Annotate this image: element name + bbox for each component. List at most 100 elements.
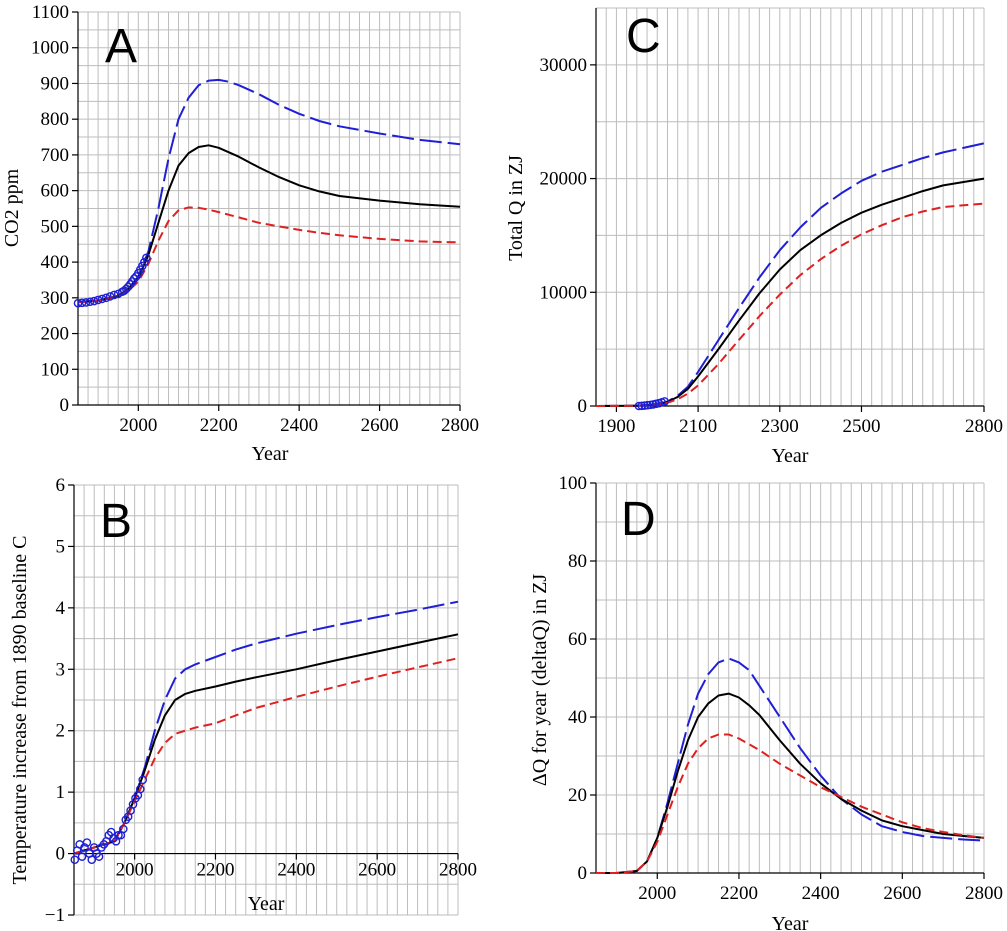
panel-c: 0 10000 20000 30000 1900 2100 2300 2500 2800 Year… [505,7,1003,467]
y-axis-label: Temperature increase from 1890 baseline … [9,535,31,884]
panel-letter: B [100,495,132,548]
data-point [85,297,95,307]
data-point [94,852,104,861]
y-tick-label: 40 [568,707,587,728]
x-tick-label: 2200 [720,883,758,904]
x-tick-label: 2200 [200,415,238,436]
series-central-line [73,633,459,855]
y-tick-label: 6 [56,475,66,496]
data-point [81,298,91,307]
x-tick-label: 2800 [965,416,1003,437]
series-low-line [73,657,459,855]
x-axis-label: Year [772,913,809,931]
data-point [93,295,103,305]
y-tick-label: 900 [41,73,70,94]
series-observed-markers [73,253,151,308]
y-tick-label: 20000 [540,169,588,190]
data-point [97,294,107,304]
series-low-line [596,733,985,874]
panel-b: −1 0 1 2 3 4 5 6 2000 2200 2400 2600 2800 Year Tempera… [9,475,477,926]
y-tick-label: 1 [56,782,66,803]
panel-letter: D [621,493,656,546]
y-tick-label: 5 [56,536,66,557]
data-point [138,775,148,785]
data-point [637,401,647,411]
y-tick-label: 4 [56,598,66,619]
x-axis-label: Year [252,443,289,465]
data-point [142,253,151,263]
data-point [109,290,119,300]
series-observed-markers [634,397,669,411]
data-point [77,298,87,308]
panel-d: 0 20 40 60 80 100 2000 2200 2400 2600 2800 Year ΔQ f… [529,473,1003,931]
data-point [660,397,669,406]
series-central-line [596,692,985,874]
data-point [105,292,115,301]
x-tick-label: 2400 [280,415,318,436]
x-tick-label: 2800 [439,860,477,881]
data-point [119,824,128,834]
y-tick-label: 500 [41,216,70,237]
x-tick-label: 2300 [761,416,799,437]
x-tick-label: 2600 [358,860,396,881]
y-tick-label: 0 [56,844,66,865]
y-tick-label: 60 [568,629,587,650]
panel-letter: A [105,20,137,73]
y-tick-label: 800 [41,109,70,130]
y-tick-label: 100 [559,473,588,494]
y-tick-label: 3 [56,659,66,680]
y-tick-label: 30000 [540,55,588,76]
y-tick-label: 80 [568,551,587,572]
y-tick-label: 200 [41,324,70,345]
y-axis-label: CO2 ppm [1,168,23,247]
data-point [77,852,87,861]
x-tick-label: 2400 [277,860,315,881]
data-point [135,784,145,794]
x-tick-label: 2600 [361,415,399,436]
data-point [129,274,139,283]
data-point [114,830,123,840]
y-tick-label: 0 [578,863,588,884]
data-point [140,257,149,267]
data-point [643,400,652,410]
y-tick-label: 0 [60,395,70,416]
x-tick-label: 2000 [116,860,154,881]
series-low-line [595,202,985,407]
y-tick-label: 100 [41,359,70,380]
series-observed-markers [70,775,148,865]
x-tick-label: 2400 [802,883,840,904]
y-tick-label: 2 [56,721,66,742]
y-tick-label: 1100 [32,2,69,23]
y-axis-label: ΔQ for year (deltaQ) in ZJ [529,574,551,786]
x-tick-label: 2800 [965,883,1003,904]
y-tick-label: 600 [41,181,70,202]
y-tick-label: 400 [41,252,70,273]
data-point [123,282,133,292]
x-tick-label: 2800 [441,415,479,436]
x-tick-label: 2000 [119,415,157,436]
y-tick-label: 300 [41,288,70,309]
y-tick-label: 20 [568,785,587,806]
data-point [87,855,97,865]
x-tick-label: 2000 [638,883,676,904]
x-tick-label: 2200 [196,860,234,881]
x-axis-label: Year [772,445,809,467]
data-point [101,293,111,303]
panel-a: 0 100 200 300 400 500 600 700 800 900 1000 1100 2000… [1,2,479,465]
data-point [80,843,89,852]
y-axis-label: Total Q in ZJ [505,155,527,261]
x-tick-label: 2500 [842,416,880,437]
y-tick-label: 700 [41,145,70,166]
y-tick-label: −1 [45,905,65,926]
data-point [89,296,99,306]
y-tick-label: 0 [578,396,588,417]
data-point [73,298,83,308]
x-tick-label: 2100 [679,416,717,437]
data-point [634,401,644,411]
panel-letter: C [626,10,661,63]
data-point [70,855,80,865]
x-tick-label: 2600 [883,883,921,904]
x-tick-label: 1900 [597,416,635,437]
x-axis-label: Year [248,893,285,915]
